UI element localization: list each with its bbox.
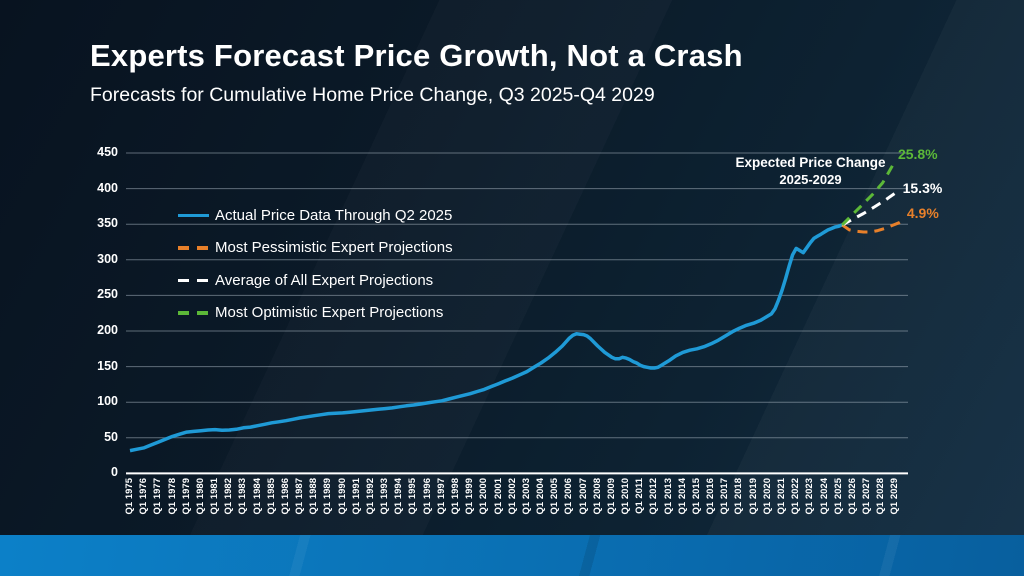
x-tick-label: Q1 1994 — [393, 478, 405, 515]
x-tick-label: Q1 1984 — [251, 478, 263, 515]
legend-swatch-actual-line-icon — [178, 213, 209, 217]
x-tick-label: Q1 1980 — [194, 478, 206, 515]
y-tick-label: 400 — [97, 180, 118, 195]
y-tick-label: 450 — [97, 145, 118, 159]
y-tick-label: 200 — [97, 323, 118, 337]
x-tick-label: Q1 2029 — [889, 478, 901, 515]
x-tick-label: Q1 2013 — [662, 478, 674, 515]
x-tick-label: Q1 1998 — [449, 478, 461, 515]
x-tick-label: Q1 2008 — [591, 478, 603, 515]
legend-label-optimistic: Most Optimistic Expert Projections — [215, 304, 444, 322]
end-label-25.8%: 25.8% — [897, 145, 938, 162]
x-tick-label: Q1 2002 — [506, 478, 518, 515]
x-tick-label: Q1 2012 — [648, 478, 660, 515]
x-tick-label: Q1 2024 — [818, 478, 830, 515]
x-tick-label: Q1 1991 — [350, 478, 362, 515]
x-tick-label: Q1 1976 — [138, 478, 150, 515]
y-tick-label: 100 — [97, 394, 118, 409]
x-tick-label: Q1 2018 — [733, 478, 745, 515]
y-tick-label: 300 — [97, 251, 118, 266]
x-tick-label: Q1 1993 — [379, 478, 391, 515]
x-tick-label: Q1 2009 — [605, 478, 617, 515]
y-tick-label: 250 — [97, 287, 118, 302]
x-tick-label: Q1 2006 — [563, 478, 575, 515]
x-tick-label: Q1 2004 — [535, 478, 547, 515]
x-tick-label: Q1 2021 — [775, 478, 787, 515]
x-tick-label: Q1 1988 — [308, 478, 320, 515]
series-line-1 — [841, 218, 905, 234]
legend-item-pessimistic: Most Pessimistic Expert Projections — [178, 232, 453, 265]
x-tick-label: Q1 1999 — [464, 478, 476, 515]
x-tick-label: Q1 1992 — [364, 478, 376, 515]
x-tick-label: Q1 1997 — [435, 478, 447, 515]
x-tick-label: Q1 1985 — [265, 478, 277, 515]
x-tick-label: Q1 2015 — [690, 478, 702, 515]
x-tick-label: Q1 1975 — [124, 478, 135, 515]
x-tick-label: Q1 2003 — [520, 478, 532, 515]
y-tick-label: 0 — [111, 465, 118, 480]
x-tick-label: Q1 1986 — [279, 478, 291, 515]
legend-label-actual: Actual Price Data Through Q2 2025 — [215, 206, 453, 224]
y-tick-label: 50 — [104, 429, 118, 444]
x-tick-label: Q1 2019 — [747, 478, 759, 515]
x-tick-label: Q1 1990 — [336, 478, 348, 515]
x-tick-label: Q1 2017 — [719, 478, 731, 515]
x-tick-label: Q1 2022 — [790, 478, 802, 515]
x-tick-label: Q1 2027 — [861, 478, 873, 515]
page-subtitle: Forecasts for Cumulative Home Price Chan… — [90, 84, 655, 106]
x-tick-label: Q1 2011 — [634, 478, 646, 514]
x-tick-label: Q1 1982 — [223, 478, 235, 515]
x-tick-label: Q1 2020 — [761, 478, 773, 515]
x-tick-label: Q1 2016 — [705, 478, 717, 515]
legend-swatch-pessimistic-dash-icon — [178, 246, 209, 250]
annotation-line1: Expected Price Change — [735, 155, 886, 170]
x-tick-label: Q1 1983 — [237, 478, 249, 515]
x-tick-label: Q1 2025 — [832, 478, 844, 515]
x-tick-label: Q1 2010 — [620, 478, 632, 515]
legend-label-average: Average of All Expert Projections — [215, 271, 434, 289]
end-label-15.3%: 15.3% — [902, 180, 943, 197]
x-tick-label: Q1 1987 — [294, 478, 306, 515]
legend-label-pessimistic: Most Pessimistic Expert Projections — [215, 239, 453, 257]
chart-legend: Actual Price Data Through Q2 2025 Most P… — [178, 199, 453, 329]
x-tick-label: Q1 1996 — [421, 478, 433, 515]
y-tick-label: 150 — [97, 358, 118, 373]
annotation-line2: 2025-2029 — [779, 172, 842, 187]
x-tick-label: Q1 1989 — [322, 478, 334, 515]
end-label-4.9%: 4.9% — [906, 204, 939, 221]
y-tick-label: 350 — [97, 216, 118, 231]
x-tick-label: Q1 1981 — [209, 478, 221, 515]
series-line-0 — [129, 223, 843, 453]
x-tick-label: Q1 2028 — [875, 478, 887, 515]
footer-bar: Source: HPES — [0, 535, 1024, 576]
series-line-2 — [841, 188, 901, 227]
x-tick-label: Q1 1979 — [180, 478, 192, 515]
x-tick-label: Q1 1978 — [166, 478, 178, 515]
expected-price-change-annotation: Expected Price Change 2025-2029 — [723, 155, 898, 187]
legend-swatch-optimistic-dash-icon — [178, 311, 209, 315]
x-tick-label: Q1 2014 — [676, 478, 688, 515]
x-tick-label: Q1 2005 — [549, 478, 561, 515]
x-tick-label: Q1 2001 — [492, 478, 504, 515]
x-tick-label: Q1 2023 — [804, 478, 816, 515]
legend-item-optimistic: Most Optimistic Expert Projections — [178, 297, 453, 330]
x-tick-label: Q1 2007 — [577, 478, 589, 515]
x-tick-label: Q1 1977 — [152, 478, 164, 515]
page-title: Experts Forecast Price Growth, Not a Cra… — [90, 38, 743, 73]
x-tick-label: Q1 2000 — [478, 478, 490, 515]
legend-swatch-average-dash-icon — [178, 278, 209, 282]
x-tick-label: Q1 2026 — [846, 478, 858, 515]
legend-item-average: Average of All Expert Projections — [178, 264, 453, 297]
legend-item-actual: Actual Price Data Through Q2 2025 — [178, 199, 453, 232]
x-tick-label: Q1 1995 — [407, 478, 419, 515]
series-line-3 — [841, 162, 896, 226]
